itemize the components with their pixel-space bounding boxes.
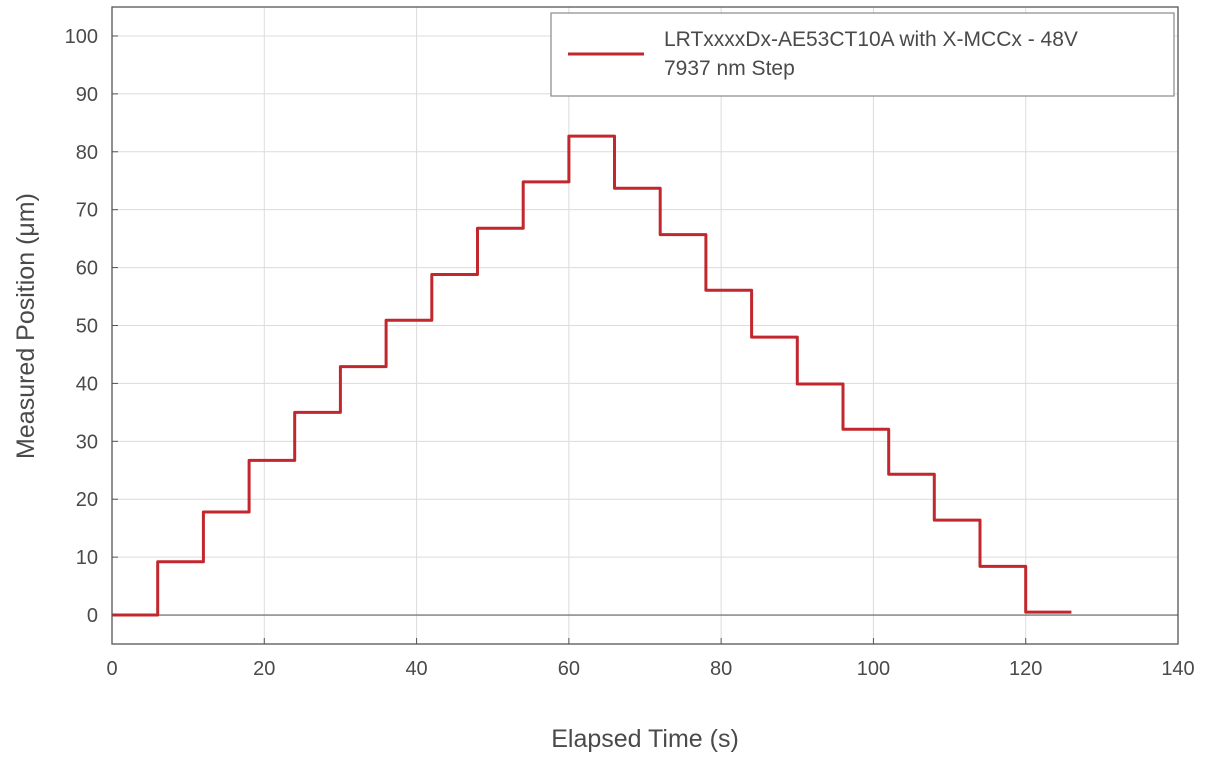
x-axis-title: Elapsed Time (s) <box>551 725 739 753</box>
x-tick-label: 0 <box>106 658 117 680</box>
y-tick-label: 70 <box>76 200 98 222</box>
x-tick-label: 140 <box>1161 658 1194 680</box>
x-tick-label: 60 <box>558 658 580 680</box>
legend-box <box>550 12 1175 97</box>
x-tick-label: 20 <box>253 658 275 680</box>
legend-entry-line2: 7937 nm Step <box>664 57 795 80</box>
y-tick-label: 20 <box>76 489 98 511</box>
x-tick-label: 40 <box>405 658 427 680</box>
legend-entry-line1: LRTxxxxDx-AE53CT10A with X-MCCx - 48V <box>664 28 1078 51</box>
plot-frame <box>111 6 1179 645</box>
x-tick-labels: 0 20 40 60 80 100 120 140 <box>106 658 1194 680</box>
series-layer <box>112 134 1072 617</box>
grid <box>111 7 1179 644</box>
series-line <box>112 134 1072 617</box>
x-tick-label: 120 <box>1009 658 1042 680</box>
y-tick-label: 50 <box>76 316 98 338</box>
y-tick-label: 60 <box>76 258 98 280</box>
y-tick-label: 90 <box>76 84 98 106</box>
y-tick-label: 100 <box>65 26 98 48</box>
y-tick-label: 10 <box>76 547 98 569</box>
y-tick-label: 30 <box>76 431 98 453</box>
x-tick-label: 100 <box>857 658 890 680</box>
x-tick-label: 80 <box>710 658 732 680</box>
legend: LRTxxxxDx-AE53CT10A with X-MCCx - 48V 79… <box>550 12 1175 97</box>
y-tick-label: 40 <box>76 373 98 395</box>
y-tick-label: 80 <box>76 142 98 164</box>
y-tick-labels: 0 10 20 30 40 50 60 70 80 90 100 <box>65 26 98 627</box>
y-axis-title: Measured Position (μm) <box>12 193 40 459</box>
y-tick-label: 0 <box>87 605 98 627</box>
